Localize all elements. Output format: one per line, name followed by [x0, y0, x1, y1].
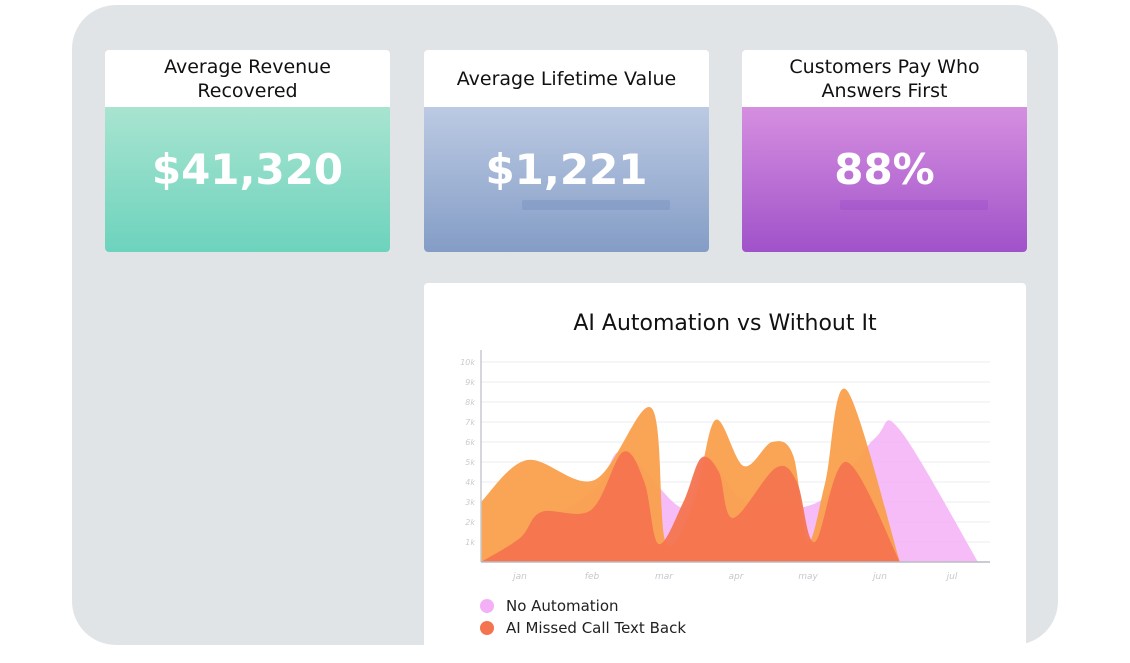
decorative-bar: [840, 200, 988, 210]
card-value: $41,320: [151, 145, 344, 194]
legend-label: No Automation: [506, 597, 619, 615]
series-area-ai-missed-call-text-back: [481, 451, 900, 562]
x-tick-label: may: [798, 572, 818, 582]
card-title: Average Lifetime Value: [456, 67, 677, 90]
legend-label: AI Missed Call Text Back: [506, 619, 686, 637]
y-tick-label: 1k: [465, 538, 475, 547]
chart-title: AI Automation vs Without It: [573, 311, 877, 336]
card-value: $1,221: [485, 145, 648, 194]
x-tick-label: jun: [871, 572, 887, 582]
y-tick-label: 2k: [465, 518, 475, 527]
card-average-lifetime-value: Average Lifetime Value $1,221: [424, 50, 709, 252]
card-title: Average Revenue Recovered: [164, 55, 331, 102]
y-tick-label: 8k: [465, 398, 475, 407]
y-tick-label: 7k: [465, 418, 475, 427]
legend-item-no-automation: No Automation: [480, 595, 686, 617]
card-average-revenue-recovered: Average Revenue Recovered $41,320: [105, 50, 390, 252]
x-tick-label: feb: [585, 572, 600, 582]
card-customers-pay-who-answers-first: Customers Pay Who Answers First 88%: [742, 50, 1027, 252]
decorative-bar: [522, 200, 670, 210]
x-tick-label: jul: [945, 572, 958, 582]
card-value: 88%: [834, 145, 935, 194]
y-tick-label: 3k: [465, 498, 475, 507]
legend-dot: [480, 599, 494, 613]
card-title: Customers Pay Who Answers First: [789, 55, 980, 102]
x-tick-label: apr: [729, 572, 745, 582]
area-chart: 1k 2k 3k 4k 5k 6k 7k 8k 9k 10k jan feb mar apr may jun j…: [460, 350, 990, 582]
legend-item-ai-missed-call: AI Missed Call Text Back: [480, 617, 686, 639]
legend-dot: [480, 621, 494, 635]
y-tick-label: 6k: [465, 438, 475, 447]
y-tick-label: 9k: [465, 378, 475, 387]
x-tick-label: mar: [655, 572, 674, 582]
chart-legend: No Automation AI Missed Call Text Back: [480, 595, 686, 639]
chart-card: AI Automation vs Without It 1k 2k 3k 4k 5k 6k…: [424, 283, 1026, 663]
y-tick-label: 10k: [460, 358, 475, 367]
x-tick-label: jan: [511, 572, 527, 582]
y-tick-label: 4k: [465, 478, 475, 487]
y-tick-label: 5k: [465, 458, 475, 467]
